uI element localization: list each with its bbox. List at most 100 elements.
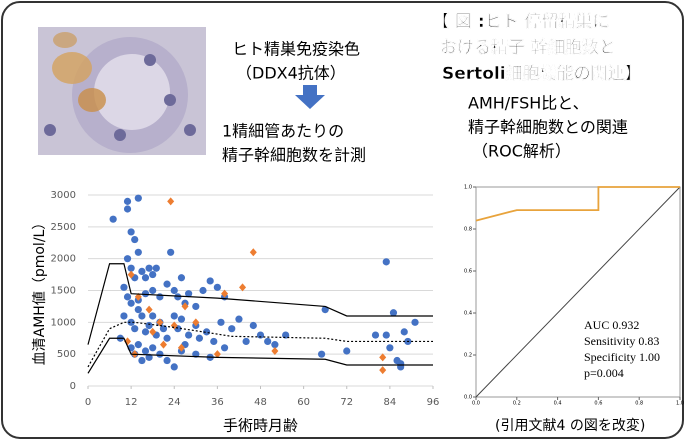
x-tick-label: 0.8: [635, 401, 643, 407]
point: [210, 337, 218, 346]
x-tick-label: 12: [125, 397, 138, 408]
y-tick-label: 500: [57, 349, 76, 360]
point: [213, 350, 221, 359]
point: [202, 328, 211, 336]
point: [145, 305, 153, 314]
point: [343, 347, 351, 355]
point: [163, 334, 171, 342]
point: [379, 366, 387, 375]
x-tick-label: 24: [168, 397, 181, 408]
reference-line: [87, 321, 433, 368]
point: [156, 350, 164, 358]
micrograph: [38, 27, 206, 155]
point: [389, 309, 398, 317]
point: [170, 363, 178, 371]
point: [170, 286, 178, 295]
point: [134, 194, 142, 202]
y-tick-label: 0.6: [464, 269, 472, 275]
y-tick-label: 0.4: [464, 311, 472, 317]
point: [149, 286, 157, 295]
title: Sertoli細胞機能の関連】: [442, 63, 642, 84]
point: [141, 274, 150, 282]
point: [156, 293, 164, 301]
y-tick-label: 0.8: [464, 227, 472, 233]
point: [242, 337, 250, 346]
count: 1精細管あたりの: [222, 122, 344, 141]
point: [167, 248, 175, 256]
point: [152, 264, 160, 272]
point: [167, 197, 175, 206]
y-tick-label: 0.0: [464, 395, 472, 401]
point: [249, 321, 257, 330]
point: [131, 325, 139, 333]
point: [145, 264, 153, 272]
x-tick-label: 48: [254, 397, 267, 408]
plot-frame: [475, 186, 681, 398]
x-tick-label: 36: [211, 397, 224, 408]
point: [170, 312, 178, 320]
y-tick-label: 1000: [51, 317, 76, 328]
point: [249, 248, 257, 257]
point: [228, 325, 236, 333]
reference-line: [87, 337, 433, 374]
point: [177, 343, 185, 352]
point: [256, 331, 265, 339]
y-tick-label: 2500: [51, 222, 76, 233]
y-tick-label: 0.2: [464, 353, 472, 359]
point: [235, 315, 243, 323]
point: [134, 306, 142, 314]
title: 【 図 :ヒト 停留精巣に: [432, 11, 610, 32]
point: [400, 328, 408, 336]
x-tick-label: 0.2: [513, 401, 521, 407]
roc-note: AMH/FSH比と、: [468, 94, 589, 113]
x-tick-label: 0.6: [594, 401, 602, 407]
x-tick-label: 60: [297, 397, 310, 408]
point: [131, 235, 139, 244]
stain: ヒト精巣免疫染色: [232, 40, 360, 59]
point: [141, 290, 150, 298]
point: [127, 270, 135, 279]
point: [386, 344, 394, 352]
point: [134, 341, 142, 349]
point: [120, 312, 128, 320]
point: [127, 299, 135, 307]
title: おける精子 幹細胞数と: [440, 37, 616, 58]
x-tick-label: 0.0: [472, 401, 480, 407]
point: [411, 318, 419, 326]
point: [213, 283, 221, 291]
point: [382, 331, 390, 339]
point: [206, 277, 214, 285]
point: [217, 318, 225, 326]
x-tick-label: 96: [427, 397, 440, 408]
point: [192, 318, 200, 327]
reference-line: [87, 263, 433, 345]
count: 精子幹細胞数を計測: [222, 146, 366, 165]
point: [221, 289, 229, 298]
annotation: Sensitivity 0.83: [584, 334, 659, 348]
point: [138, 356, 146, 365]
x-tick-label: 0.4: [554, 401, 562, 407]
annotation: AUC 0.932: [584, 318, 639, 332]
point: [220, 344, 229, 352]
point: [317, 350, 326, 358]
arrow: [295, 85, 325, 109]
point: [123, 293, 132, 301]
point: [264, 337, 272, 346]
point: [127, 228, 135, 236]
y-tick-label: 1.0: [464, 185, 472, 191]
point: [185, 290, 193, 298]
point: [138, 267, 146, 275]
point: [156, 318, 164, 327]
roc-curve: [475, 186, 680, 222]
point: [120, 283, 128, 291]
y-tick-label: 1500: [51, 286, 76, 297]
point: [123, 205, 132, 213]
point: [145, 321, 153, 330]
point: [149, 312, 157, 320]
point: [379, 353, 387, 362]
y-tick-label: 2000: [51, 254, 76, 265]
point: [185, 331, 193, 339]
point: [382, 258, 390, 266]
y-tick-label: 0: [70, 381, 76, 392]
